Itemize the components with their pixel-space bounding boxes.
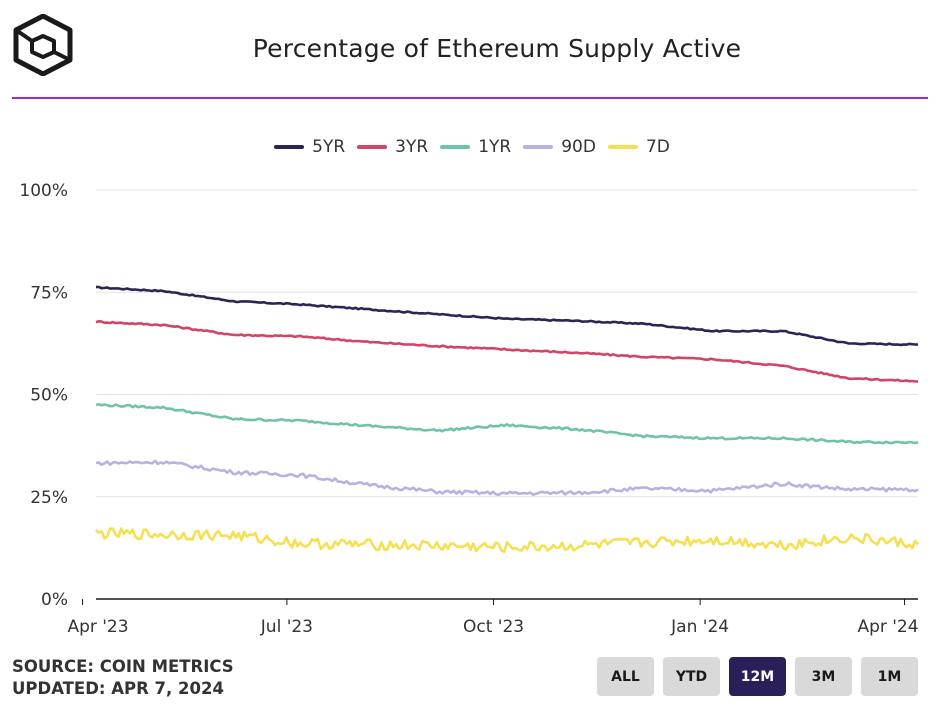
range-button-12m[interactable]: 12M	[729, 657, 786, 696]
range-button-all[interactable]: ALL	[597, 657, 654, 696]
range-selector: ALL YTD 12M 3M 1M	[597, 657, 918, 696]
page-title: Percentage of Ethereum Supply Active	[252, 34, 742, 63]
legend-swatch	[523, 145, 554, 149]
y-tick-label: 100%	[19, 181, 68, 201]
y-tick-label: 0%	[41, 590, 68, 610]
legend-label: 7D	[645, 137, 670, 157]
legend-swatch	[440, 145, 471, 149]
series-line-3yr	[95, 320, 919, 383]
x-tick-label: Apr '24	[857, 617, 918, 637]
y-tick-label: 25%	[30, 488, 68, 508]
legend-item-90d[interactable]: 90D	[523, 137, 596, 157]
x-tick-label: Oct '23	[463, 617, 524, 637]
range-button-1m[interactable]: 1M	[861, 657, 918, 696]
legend-item-3yr[interactable]: 3YR	[357, 137, 428, 157]
range-button-ytd[interactable]: YTD	[663, 657, 720, 696]
updated-label: UPDATED: APR 7, 2024	[12, 679, 224, 698]
series-line-1yr	[95, 403, 919, 445]
chart-legend: 5YR 3YR 1YR 90D 7D	[0, 137, 944, 157]
legend-label: 1YR	[478, 137, 512, 157]
series-line-7d	[95, 527, 920, 554]
legend-swatch	[607, 145, 638, 149]
legend-item-7d[interactable]: 7D	[607, 137, 670, 157]
legend-item-1yr[interactable]: 1YR	[440, 137, 511, 157]
title-divider	[12, 97, 928, 99]
x-tick-label: Jan '24	[670, 617, 729, 637]
legend-label: 5YR	[312, 137, 346, 157]
source-note: SOURCE: COIN METRICS UPDATED: APR 7, 202…	[12, 656, 234, 700]
series-line-5yr	[95, 285, 919, 347]
cube-logo-icon	[13, 14, 73, 76]
series-line-90d	[95, 459, 919, 497]
range-button-3m[interactable]: 3M	[795, 657, 852, 696]
legend-label: 3YR	[395, 137, 429, 157]
x-tick-label: Apr '23	[67, 617, 128, 637]
line-chart: 0% 25% 50% 75% 100% Apr '23 Jul '23 Oct '23 Jan …	[19, 181, 920, 637]
legend-swatch	[357, 145, 388, 149]
legend-label: 90D	[561, 137, 596, 157]
legend-swatch	[274, 145, 305, 149]
legend-item-5yr[interactable]: 5YR	[274, 137, 345, 157]
y-tick-label: 75%	[30, 283, 68, 303]
source-label: SOURCE: COIN METRICS	[12, 657, 234, 676]
y-tick-label: 50%	[30, 386, 68, 406]
x-tick-label: Jul '23	[260, 617, 313, 637]
